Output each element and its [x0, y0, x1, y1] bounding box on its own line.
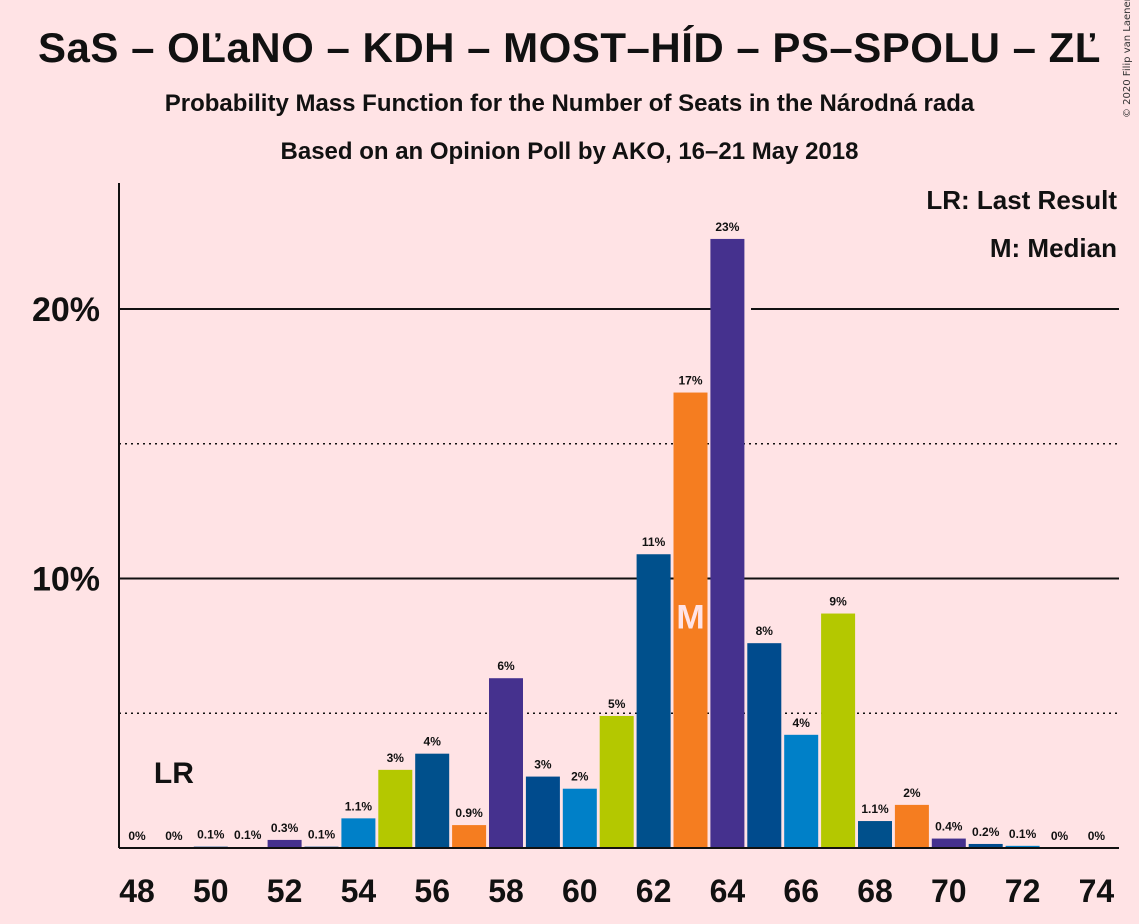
- chart-title: SaS – OĽaNO – KDH – MOST–HÍD – PS–SPOLU …: [38, 24, 1101, 71]
- bar: [636, 554, 671, 848]
- bar: [378, 769, 413, 848]
- last-result-marker: LR: [154, 757, 194, 790]
- bar: [1005, 845, 1040, 848]
- bar-series: [193, 238, 1040, 848]
- x-tick-label: 74: [1079, 873, 1115, 909]
- data-label: 3%: [534, 758, 552, 772]
- data-label: 0.4%: [935, 820, 963, 834]
- x-tick-label: 48: [119, 873, 155, 909]
- bar: [415, 753, 450, 848]
- data-label: 0%: [1051, 829, 1069, 843]
- chart-source-line: Based on an Opinion Poll by AKO, 16–21 M…: [280, 138, 859, 165]
- data-label: 2%: [571, 770, 589, 784]
- data-label: 4%: [424, 735, 442, 749]
- x-tick-label: 72: [1005, 873, 1041, 909]
- bar: [894, 804, 929, 848]
- bar: [599, 715, 634, 848]
- bar: [452, 825, 487, 848]
- data-label: 0.1%: [308, 828, 336, 842]
- axes: [118, 183, 1119, 849]
- data-label: 3%: [387, 751, 405, 765]
- y-tick-label: 10%: [32, 561, 100, 599]
- data-label: 0.1%: [1009, 827, 1037, 841]
- bar: [562, 788, 597, 848]
- data-label: 8%: [756, 624, 774, 638]
- data-label: 9%: [829, 595, 847, 609]
- bar: [747, 643, 782, 848]
- data-labels: 0% 0% 0.1% 0.1% 0.3% 0.1% 1.1% 3% 4% 0.9% 6% 3% 2% 5%…: [128, 220, 1105, 843]
- data-label: 0.3%: [271, 821, 299, 835]
- data-label: 11%: [642, 535, 666, 549]
- bar: [931, 838, 966, 848]
- x-tick-label: 70: [931, 873, 967, 909]
- gridlines: [119, 290, 1119, 714]
- x-tick-label: 62: [636, 873, 672, 909]
- legend-median: M: Median: [990, 233, 1117, 263]
- data-label: 6%: [497, 659, 515, 673]
- bar: [710, 238, 745, 848]
- bar: [821, 613, 856, 848]
- bar: [525, 776, 560, 848]
- data-label: 0%: [1088, 829, 1106, 843]
- data-label: 0.2%: [972, 825, 1000, 839]
- data-label: 1.1%: [861, 802, 889, 816]
- data-label: 17%: [678, 374, 702, 388]
- x-tick-label: 60: [562, 873, 598, 909]
- x-tick-labels: 48 50 52 54 56 58 60 62 64 66 68 70 72 74: [119, 873, 1114, 909]
- data-label: 1.1%: [345, 799, 373, 813]
- x-tick-label: 50: [193, 873, 229, 909]
- bar: [341, 818, 376, 848]
- bar: [673, 392, 708, 848]
- data-label: 5%: [608, 697, 626, 711]
- bar: [858, 821, 892, 848]
- y-tick-labels: 10% 20%: [32, 291, 100, 599]
- data-label: 0.1%: [197, 828, 225, 842]
- median-marker: M: [676, 598, 704, 636]
- data-label: 23%: [715, 220, 739, 234]
- data-label: 2%: [903, 786, 921, 800]
- bar: [968, 843, 1003, 848]
- legend-last-result: LR: Last Result: [926, 185, 1117, 215]
- chart-subtitle: Probability Mass Function for the Number…: [164, 90, 975, 117]
- x-tick-label: 64: [710, 873, 746, 909]
- data-label: 0%: [165, 829, 183, 843]
- data-label: 0.1%: [234, 828, 262, 842]
- x-tick-label: 54: [341, 873, 377, 909]
- bar: [784, 734, 819, 848]
- data-label: 0%: [128, 829, 146, 843]
- data-label: 4%: [793, 716, 811, 730]
- bar: [267, 839, 302, 848]
- y-tick-label: 20%: [32, 291, 100, 329]
- x-tick-label: 68: [857, 873, 893, 909]
- data-label: 0.9%: [455, 806, 483, 820]
- bar: [489, 678, 523, 848]
- x-tick-label: 56: [414, 873, 450, 909]
- x-tick-label: 52: [267, 873, 303, 909]
- x-tick-label: 58: [488, 873, 524, 909]
- x-tick-label: 66: [783, 873, 819, 909]
